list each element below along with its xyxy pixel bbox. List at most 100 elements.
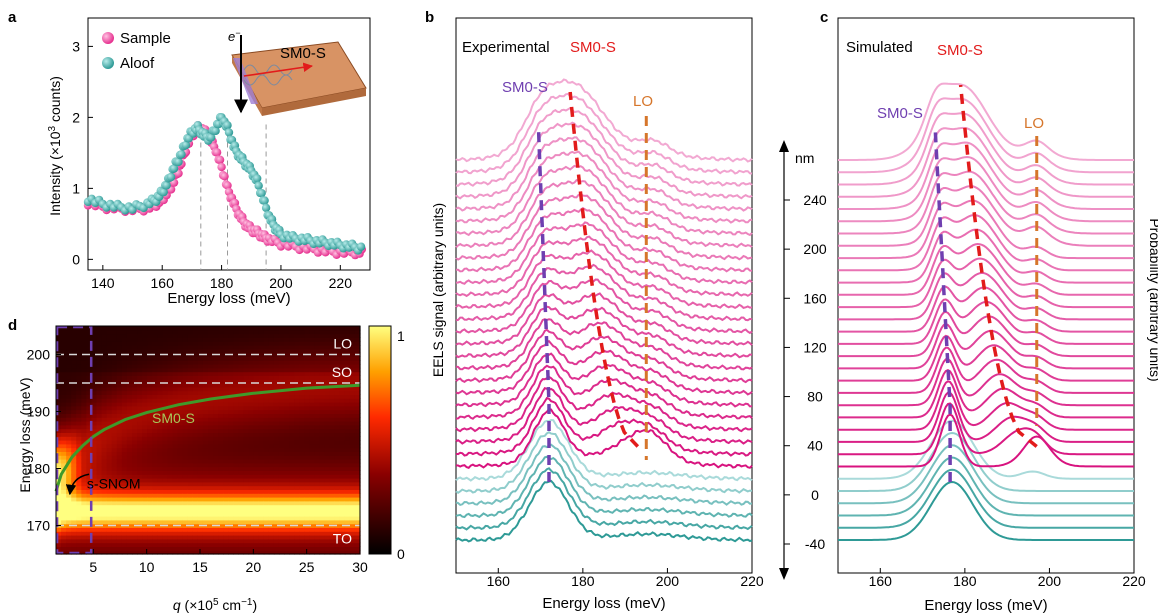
heatmap-cell xyxy=(111,542,118,547)
heatmap-cell xyxy=(61,379,67,384)
sample-point xyxy=(174,157,183,167)
heatmap-cell xyxy=(319,326,326,331)
heatmap-cell xyxy=(228,489,234,494)
heatmap-cell xyxy=(192,546,199,551)
heatmap-cell xyxy=(243,519,250,525)
heatmap-cell xyxy=(86,455,93,460)
heatmap-cell xyxy=(86,440,93,445)
heatmap-cell xyxy=(197,497,204,502)
heatmap-cell xyxy=(152,440,158,445)
heatmap-cell xyxy=(334,512,341,517)
heatmap-cell xyxy=(299,367,305,373)
heatmap-cell xyxy=(106,379,113,384)
heatmap-cell xyxy=(314,390,321,395)
heatmap-cell xyxy=(354,417,361,422)
heatmap-cell xyxy=(344,489,351,494)
heatmap-cell xyxy=(172,459,179,464)
heatmap-cell xyxy=(354,459,361,464)
aloof-spectrum xyxy=(838,444,1134,505)
heatmap-cell xyxy=(137,527,143,532)
heatmap-cell xyxy=(289,341,295,346)
heatmap-cell xyxy=(304,451,310,456)
heatmap-cell xyxy=(76,455,82,460)
heatmap-cell xyxy=(137,405,143,411)
heatmap-cell xyxy=(324,398,331,403)
heatmap-cell xyxy=(167,356,174,361)
heatmap-cell xyxy=(121,398,128,403)
heatmap-cell xyxy=(182,527,189,532)
heatmap-cell xyxy=(121,497,128,502)
heatmap-cell xyxy=(157,542,163,547)
heatmap-cell xyxy=(228,474,234,479)
heatmap-cell xyxy=(319,485,326,490)
heatmap-cell xyxy=(126,542,133,547)
heatmap-cell xyxy=(66,470,72,475)
sample-point xyxy=(224,128,234,137)
heatmap-cell xyxy=(213,508,219,513)
heatmap-cell xyxy=(91,402,98,407)
heatmap-cell xyxy=(258,436,265,441)
heatmap-cell xyxy=(233,481,239,487)
heatmap-cell xyxy=(218,337,224,342)
heatmap-cell xyxy=(101,379,108,384)
heatmap-cell xyxy=(263,413,270,418)
heatmap-cell xyxy=(258,360,265,365)
heatmap-cell xyxy=(314,459,321,464)
heatmap-cell xyxy=(132,546,138,551)
heatmap-cell xyxy=(344,390,351,395)
heatmap-cell xyxy=(243,337,250,342)
heatmap-cell xyxy=(304,405,310,411)
heatmap-cell xyxy=(213,413,219,418)
heatmap-cell xyxy=(349,443,356,449)
heatmap-cell xyxy=(66,538,72,544)
heatmap-cell xyxy=(76,379,82,384)
heatmap-cell xyxy=(202,428,209,433)
heatmap-cell xyxy=(309,329,315,335)
heatmap-cell xyxy=(294,326,300,331)
heatmap-cell xyxy=(182,333,189,338)
heatmap-cell xyxy=(56,519,62,525)
heatmap-cell xyxy=(284,500,290,506)
heatmap-cell xyxy=(258,405,265,411)
heatmap-cell xyxy=(324,345,331,350)
heatmap-cell xyxy=(278,386,285,392)
heatmap-cell xyxy=(152,443,158,449)
heatmap-cell xyxy=(258,516,265,521)
heatmap-cell xyxy=(71,497,77,502)
heatmap-cell xyxy=(96,535,103,540)
heatmap-cell xyxy=(96,546,103,551)
heatmap-cell xyxy=(324,375,331,380)
heatmap-cell xyxy=(304,504,310,509)
heatmap-cell xyxy=(192,379,199,384)
heatmap-cell xyxy=(299,402,305,407)
heatmap-cell xyxy=(268,421,275,426)
heatmap-cell xyxy=(71,348,77,354)
heatmap-cell xyxy=(152,428,158,433)
heatmap-cell xyxy=(96,493,103,498)
heatmap-cell xyxy=(132,405,138,411)
heatmap-cell xyxy=(71,474,77,479)
heatmap-cell xyxy=(177,459,184,464)
heatmap-cell xyxy=(213,436,219,441)
heatmap-cell xyxy=(86,447,93,452)
heatmap-cell xyxy=(218,493,224,498)
heatmap-cell xyxy=(304,337,310,342)
heatmap-cell xyxy=(126,341,133,346)
heatmap-cell xyxy=(106,489,113,494)
heatmap-cell xyxy=(278,470,285,475)
heatmap-cell xyxy=(314,356,321,361)
heatmap-cell xyxy=(218,364,224,369)
heatmap-cell xyxy=(218,462,224,468)
heatmap-cell xyxy=(96,402,103,407)
heatmap-cell xyxy=(76,512,82,517)
heatmap-cell xyxy=(182,508,189,513)
heatmap-cell xyxy=(121,481,128,487)
heatmap-cell xyxy=(213,474,219,479)
heatmap-cell xyxy=(299,546,305,551)
sample-spectrum xyxy=(838,402,1134,456)
heatmap-cell xyxy=(106,345,113,350)
plot-frame-a xyxy=(87,17,371,271)
heatmap-cell xyxy=(314,333,321,338)
heatmap-cell xyxy=(61,367,67,373)
heatmap-cell xyxy=(96,538,103,544)
